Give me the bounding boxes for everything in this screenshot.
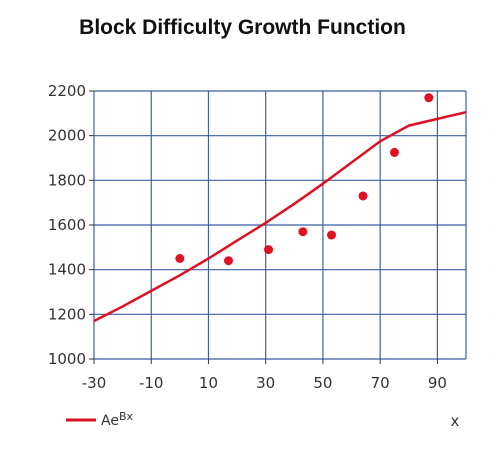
data-point (264, 245, 274, 255)
x-tick-label: 10 (199, 374, 218, 392)
x-tick-label: 50 (313, 374, 332, 392)
grid-layer (93, 90, 467, 360)
x-axis-label: x (451, 412, 460, 430)
data-point (424, 93, 434, 103)
data-point (223, 256, 233, 266)
y-tick-label: 1600 (48, 216, 86, 234)
x-tick-label: 30 (256, 374, 275, 392)
y-tick-label: 1400 (48, 261, 86, 279)
x-tick-label: -10 (139, 374, 164, 392)
legend: AeBx (66, 410, 133, 429)
y-tick-label: 1200 (48, 305, 86, 323)
data-point (175, 254, 185, 263)
data-point (327, 230, 337, 240)
axis-layer: -30 -10 10 30 50 70 90 1000 1200 1400 1600 1800 2000… (48, 82, 447, 392)
y-tick-label: 2200 (48, 82, 86, 100)
chart-title: Block Difficulty Growth Function (79, 16, 406, 39)
fit-curve-line (93, 110, 467, 323)
data-point (389, 147, 399, 157)
series-layer (93, 93, 467, 323)
legend-label: AeBx (101, 410, 133, 429)
data-point (298, 227, 308, 237)
x-tick-label: 90 (428, 374, 447, 392)
data-point (358, 191, 368, 201)
x-tick-label: 70 (371, 374, 390, 392)
x-tick-label: -30 (82, 374, 107, 392)
y-tick-label: 1000 (48, 350, 86, 368)
y-tick-label: 2000 (48, 127, 86, 145)
y-tick-label: 1800 (48, 171, 86, 189)
